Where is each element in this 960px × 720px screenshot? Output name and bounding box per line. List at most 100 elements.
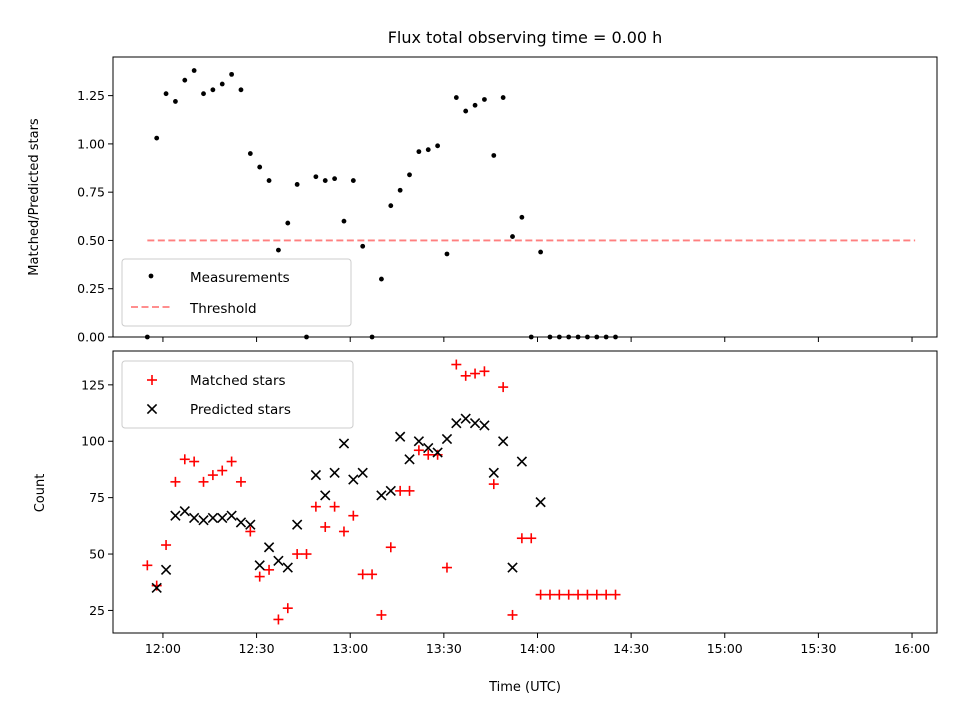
measurement-point — [276, 247, 281, 253]
bottom-y-tick-label: 100 — [81, 434, 105, 449]
measurement-point — [369, 334, 375, 340]
top-y-tick-label: 0.00 — [77, 330, 105, 345]
measurement-point — [425, 147, 431, 153]
measurement-point — [482, 97, 487, 102]
top-y-tick-label: 0.75 — [77, 185, 105, 200]
predicted-star-point — [469, 418, 481, 429]
measurement-point — [313, 174, 319, 180]
matched-star-point — [198, 476, 209, 487]
matched-star-point — [610, 589, 621, 600]
matched-star-point — [460, 370, 471, 381]
predicted-marker-b — [394, 431, 406, 442]
predicted-star-point — [291, 519, 303, 530]
predicted-marker-b — [198, 515, 209, 526]
matched-star-point — [516, 533, 527, 544]
predicted-marker-b — [460, 413, 471, 424]
predicted-marker-b — [188, 512, 200, 524]
predicted-star-point — [497, 436, 509, 447]
predicted-marker-b — [273, 555, 284, 566]
measurement-point — [528, 334, 534, 340]
measurement-point — [285, 220, 291, 226]
matched-star-point — [498, 382, 509, 393]
predicted-marker-b — [291, 519, 303, 530]
predicted-marker-b — [338, 438, 350, 449]
measurement-point — [238, 87, 244, 93]
matched-star-point — [329, 501, 340, 512]
predicted-marker-b — [329, 467, 340, 478]
matched-star-point — [376, 609, 387, 620]
predicted-star-point — [273, 555, 284, 566]
matched-star-point — [591, 589, 602, 600]
bottom-plot-frame — [112, 350, 938, 634]
measurement-point — [463, 108, 469, 114]
x-tick-label: 12:30 — [239, 641, 275, 656]
measurement-point — [472, 102, 478, 108]
predicted-star-point — [170, 510, 181, 521]
legend-predicted-marker-b — [146, 403, 158, 415]
predicted-star-point — [423, 442, 434, 454]
matched-star-point — [395, 485, 406, 496]
x-tick-label: 14:30 — [613, 641, 649, 656]
measurement-point — [547, 334, 553, 340]
matched-star-point — [226, 456, 237, 467]
measurement-point — [257, 164, 263, 170]
top-y-tick-label: 1.25 — [77, 88, 105, 103]
measurement-point — [575, 334, 581, 340]
predicted-star-point — [479, 420, 490, 431]
matched-star-point — [282, 603, 293, 614]
measurement-point — [360, 243, 366, 249]
measurement-point — [163, 91, 169, 97]
matched-star-point — [544, 589, 555, 600]
predicted-star-point — [460, 413, 471, 424]
measurement-point — [500, 95, 506, 100]
predicted-marker-b — [385, 485, 396, 497]
measurement-point — [182, 77, 188, 83]
predicted-marker-b — [404, 454, 415, 465]
matched-star-point — [573, 589, 584, 600]
top-y-axis-label: Matched/Predicted stars — [27, 118, 42, 276]
predicted-star-point — [329, 467, 340, 478]
matched-star-point — [338, 526, 349, 537]
predicted-marker-b — [497, 436, 509, 447]
top-y-tick-label: 0.50 — [77, 233, 105, 248]
matched-star-point — [582, 589, 593, 600]
predicted-star-point — [338, 438, 350, 449]
predicted-star-point — [357, 467, 368, 478]
predicted-star-point — [179, 506, 190, 517]
measurement-point — [210, 87, 216, 93]
measurement-point — [435, 143, 441, 149]
predicted-marker-b — [423, 442, 434, 454]
measurement-point — [191, 68, 197, 73]
measurement-point — [613, 334, 618, 340]
top-legend: Measurements Threshold — [121, 258, 352, 327]
predicted-marker-b — [507, 562, 518, 573]
predicted-marker-b — [207, 512, 219, 524]
x-tick-label: 15:30 — [800, 641, 836, 656]
predicted-star-point — [488, 467, 499, 478]
measurement-point — [144, 334, 150, 340]
predicted-marker-b — [235, 517, 247, 528]
predicted-star-point — [535, 496, 546, 508]
predicted-marker-b — [263, 542, 275, 553]
predicted-marker-b — [479, 420, 490, 431]
matched-star-point — [292, 549, 303, 560]
measurement-point — [453, 95, 459, 100]
matched-star-point — [235, 476, 246, 487]
measurement-point — [304, 334, 309, 340]
bottom-legend: Matched stars Predicted stars — [121, 360, 354, 429]
measurement-point — [519, 214, 525, 220]
predicted-star-point — [235, 517, 247, 528]
matched-star-point — [179, 454, 190, 465]
bottom-y-tick-label: 25 — [89, 603, 105, 618]
matched-star-point — [507, 609, 518, 620]
measurement-point — [229, 71, 235, 77]
x-tick-label: 14:00 — [519, 641, 555, 656]
measurement-point — [594, 334, 600, 340]
matched-star-point — [535, 589, 546, 600]
predicted-star-point — [404, 454, 415, 465]
measurement-point — [397, 187, 403, 193]
predicted-star-point — [413, 436, 425, 447]
matched-star-point — [357, 569, 368, 580]
bottom-y-tick-label: 125 — [81, 377, 105, 392]
chart-title: Flux total observing time = 0.00 h — [388, 28, 663, 47]
